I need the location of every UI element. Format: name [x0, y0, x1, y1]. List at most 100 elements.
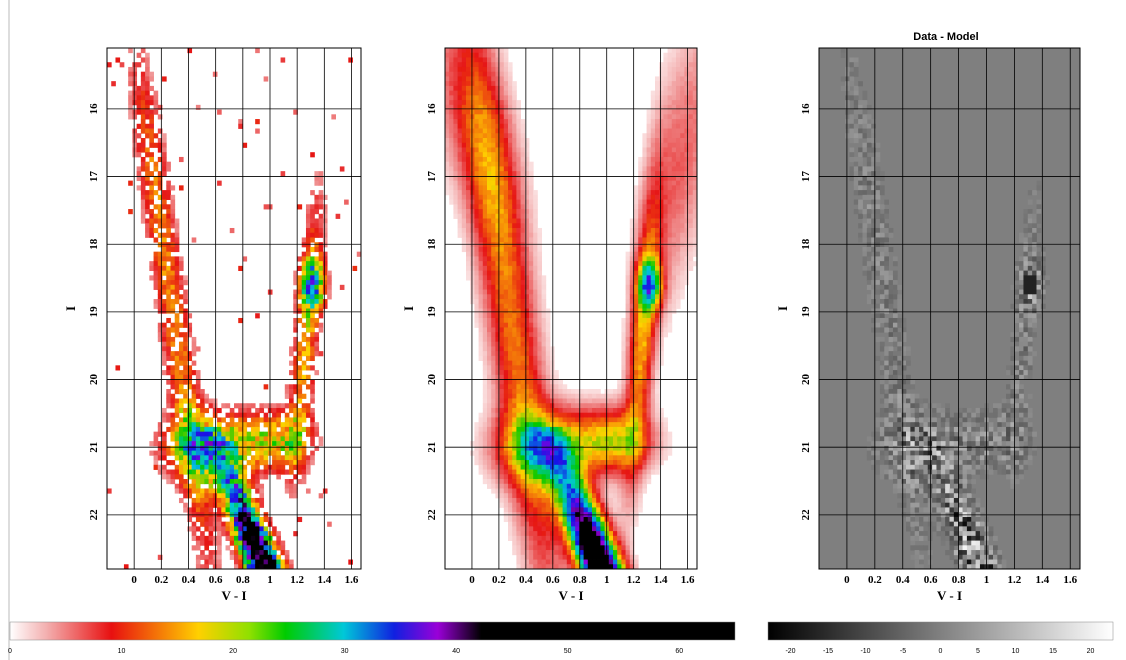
heatmap-cell	[583, 398, 589, 404]
heatmap-cell	[478, 251, 484, 257]
heatmap-cell	[499, 48, 505, 54]
heatmap-cell	[461, 52, 467, 58]
heatmap-cell	[170, 460, 176, 466]
heatmap-cell	[246, 403, 252, 409]
heatmap-cell	[221, 507, 226, 513]
heatmap-cell	[659, 317, 664, 324]
heatmap-cell	[191, 497, 197, 504]
heatmap-cell	[529, 417, 534, 423]
heatmap-cell	[195, 393, 201, 399]
heatmap-cell	[550, 370, 555, 376]
heatmap-cell	[650, 426, 656, 433]
heatmap-cell	[449, 114, 454, 120]
heatmap-cell	[650, 445, 656, 451]
heatmap-cell	[470, 171, 475, 177]
heatmap-cell	[478, 114, 484, 120]
heatmap-cell	[621, 564, 626, 570]
heatmap-cell	[600, 531, 605, 537]
heatmap-cell	[482, 85, 488, 92]
heatmap-cell	[170, 327, 176, 333]
heatmap-cell	[545, 469, 551, 475]
heatmap-cell	[297, 455, 303, 461]
heatmap-cell	[499, 280, 505, 286]
heatmap-cell	[575, 450, 580, 456]
heatmap-cell	[524, 227, 530, 234]
heatmap-cell	[524, 213, 530, 219]
heatmap-cell	[453, 147, 458, 153]
heatmap-cell	[466, 95, 471, 101]
heatmap-cell	[655, 299, 660, 305]
heatmap-cell	[520, 412, 526, 418]
heatmap-cell	[461, 237, 467, 243]
heatmap-cell	[512, 398, 517, 404]
heatmap-cell	[242, 559, 248, 565]
heatmap-cell	[541, 284, 547, 290]
heatmap-cell	[503, 479, 509, 485]
heatmap-cell	[255, 48, 260, 54]
heatmap-cell	[234, 422, 239, 428]
heatmap-cell	[482, 299, 488, 305]
heatmap-cell	[541, 441, 547, 447]
heatmap-cell	[663, 71, 668, 77]
heatmap-cell	[621, 389, 626, 395]
heatmap-cell	[520, 488, 526, 494]
heatmap-cell	[642, 431, 647, 437]
heatmap-cell	[183, 389, 188, 395]
heatmap-cell	[495, 185, 500, 191]
heatmap-cell	[314, 431, 320, 437]
heatmap-cell	[297, 469, 303, 475]
heatmap-cell	[663, 166, 668, 172]
heatmap-cell	[621, 317, 626, 324]
heatmap-cell	[229, 436, 235, 442]
heatmap-cell	[157, 232, 163, 238]
heatmap-cell	[512, 204, 517, 210]
heatmap-cell	[520, 161, 526, 167]
heatmap-cell	[655, 464, 660, 470]
heatmap-cell	[650, 90, 656, 96]
heatmap-cell	[625, 479, 631, 485]
heatmap-cell	[178, 374, 184, 380]
heatmap-cell	[132, 114, 138, 120]
heatmap-cell	[634, 218, 639, 224]
heatmap-cell	[221, 483, 226, 489]
heatmap-cell	[575, 422, 580, 428]
heatmap-cell	[533, 284, 538, 290]
heatmap-cell	[310, 261, 315, 267]
heatmap-cell	[487, 109, 492, 115]
heatmap-cell	[642, 365, 647, 371]
heatmap-cell	[174, 261, 180, 267]
heatmap-cell	[541, 540, 547, 546]
heatmap-cell	[545, 455, 551, 461]
heatmap-cell	[650, 147, 656, 153]
heatmap-cell	[305, 322, 311, 328]
heatmap-cell	[608, 493, 614, 499]
heatmap-cell	[554, 407, 559, 414]
heatmap-cell	[592, 502, 597, 508]
heatmap-cell	[322, 488, 328, 494]
heatmap-cell	[474, 227, 479, 234]
heatmap-cell	[183, 374, 188, 380]
heatmap-cell	[238, 545, 243, 551]
heatmap-cell	[596, 417, 601, 423]
heatmap-cell	[642, 270, 647, 276]
heatmap-cell	[663, 147, 668, 153]
heatmap-cell	[562, 554, 568, 560]
heatmap-cell	[503, 284, 509, 290]
heatmap-cell	[246, 526, 252, 532]
heatmap-cell	[482, 161, 488, 167]
heatmap-cell	[625, 303, 631, 309]
heatmap-cell	[659, 308, 664, 314]
heatmap-cell	[191, 488, 197, 494]
heatmap-cell	[162, 303, 167, 309]
heatmap-cell	[499, 308, 505, 314]
heatmap-cell	[508, 516, 513, 523]
heatmap-cell	[491, 185, 496, 191]
heatmap-cell	[545, 322, 551, 328]
heatmap-cell	[625, 393, 631, 399]
heatmap-cell	[655, 242, 660, 248]
heatmap-cell	[495, 270, 500, 276]
heatmap-cell	[541, 275, 547, 281]
heatmap-cell	[495, 95, 500, 101]
heatmap-cell	[613, 422, 618, 428]
heatmap-cell	[289, 398, 294, 404]
